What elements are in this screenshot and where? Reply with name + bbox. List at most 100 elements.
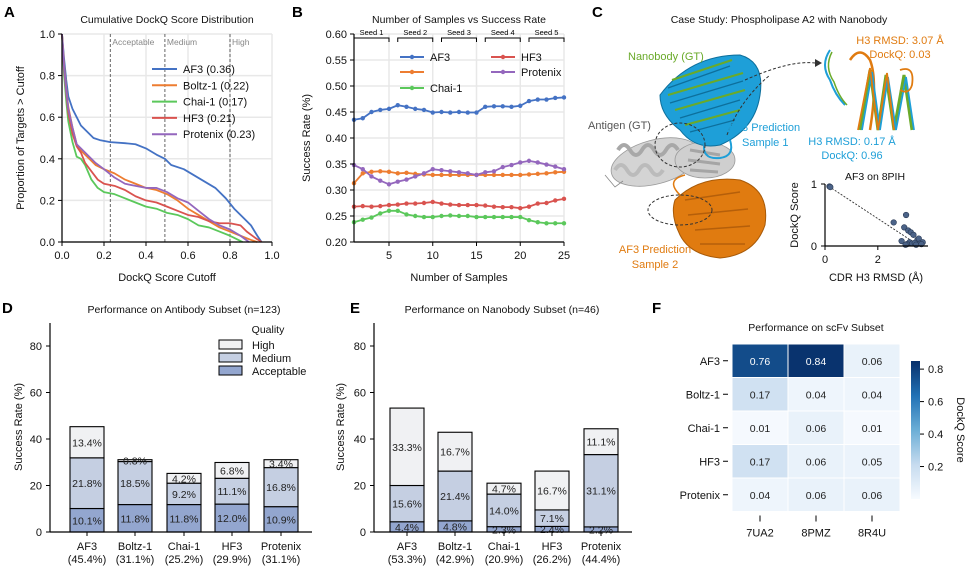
series-point [369, 169, 374, 174]
label-af3-sample1-line2: Sample 1 [742, 137, 788, 149]
y-tick-label: 60 [354, 388, 366, 400]
series-point [395, 179, 400, 184]
panel-b-title: Number of Samples vs Success Rate [372, 14, 546, 26]
series-point [430, 110, 435, 115]
panel-d-title: Performance on Antibody Subset (n=123) [88, 304, 281, 316]
label-nanobody-gt: Nanobody (GT) [628, 51, 704, 63]
panel-d: D Performance on Antibody Subset (n=123)… [2, 300, 312, 566]
y-tick-label: 0.60 [326, 29, 347, 41]
seed-bracket-label: Seed 1 [360, 28, 384, 37]
legend-label: Protenix [521, 67, 562, 79]
bar-segment-medium [69, 457, 105, 510]
bar-segment-acceptable [214, 503, 250, 533]
series-point [483, 203, 488, 208]
series-point [421, 200, 427, 206]
series-point [386, 208, 392, 213]
threshold-label-medium: Medium [167, 37, 197, 47]
series-point [456, 213, 462, 219]
heatmap-cell [787, 377, 845, 412]
bar-value-label: 12.0% [217, 513, 247, 525]
series-point [378, 107, 383, 113]
series-point [448, 202, 453, 207]
legend-swatch [218, 339, 243, 350]
series-point [439, 213, 444, 219]
series-point [526, 172, 532, 177]
colorbar-tick-label: 0.4 [928, 429, 943, 441]
bar-segment-high [389, 407, 425, 487]
bar-value-label: 4.8% [443, 521, 467, 533]
y-tick-label: 1.0 [40, 29, 55, 41]
series-point [439, 201, 444, 206]
label-sample1-dockq: DockQ: 0.96 [821, 150, 882, 162]
x-tick-label: 0.0 [54, 250, 69, 262]
panel-f-title: Performance on scFv Subset [748, 322, 883, 334]
y-tick-label: 0.2 [40, 195, 55, 207]
zoomed-h3-loop-structure [824, 49, 915, 131]
series-line-0 [353, 96, 565, 121]
y-tick-label: 0 [811, 241, 817, 253]
seed-bracket [397, 37, 434, 42]
x-tick-label: 2 [875, 254, 881, 266]
heatmap-cell [731, 410, 789, 445]
series-point [509, 204, 514, 210]
series-point [439, 168, 444, 173]
series-point [421, 171, 427, 176]
bar-value-label: 10.1% [72, 515, 102, 527]
y-tick-label: 0.20 [326, 237, 347, 249]
heatmap-cell [787, 444, 845, 479]
legend-label: AF3 [430, 52, 450, 64]
x-tick-label: Boltz-1 [438, 541, 472, 553]
panel-label-b: B [292, 4, 303, 21]
bar-value-label: 4.7% [492, 484, 516, 496]
colorbar-tick-label: 0.6 [928, 397, 943, 409]
row-label: HF3 [699, 456, 720, 468]
series-point [491, 204, 497, 209]
bar-value-label: 16.7% [440, 447, 470, 459]
bar-segment-high [583, 428, 619, 456]
scatter-point [898, 237, 905, 245]
series-point [395, 208, 400, 213]
bar-value-label: 2.2% [589, 524, 613, 536]
bar-segment-medium [263, 467, 299, 508]
heatmap-cell [787, 477, 845, 512]
y-tick-label: 0.0 [40, 237, 55, 249]
heatmap-cell-label: 0.06 [862, 490, 883, 502]
y-tick-label: 0.8 [40, 71, 55, 83]
legend-title: Quality [252, 324, 285, 336]
x-tick-label: Protenix [581, 541, 622, 553]
bar-value-label: 3.4% [269, 459, 293, 471]
series-point [474, 172, 479, 178]
panel-label-f: F [652, 300, 661, 317]
legend-label: High [252, 340, 275, 352]
legend-label: Medium [252, 353, 291, 365]
series-point [535, 201, 540, 206]
bar-value-label: 7.1% [540, 513, 564, 525]
colorbar-tick-label: 0.8 [928, 364, 943, 376]
bar-value-label: 4.4% [395, 522, 419, 534]
scatter-point [902, 211, 910, 219]
bar-segment-high [166, 472, 202, 484]
label-sample2-rmsd: H3 RMSD: 3.07 Å [856, 34, 944, 47]
bar-segment-medium [117, 461, 153, 506]
y-tick-label: 20 [354, 481, 366, 493]
series-point [360, 116, 365, 121]
y-tick-label: 20 [30, 481, 42, 493]
x-tick-label: AF3 [397, 541, 417, 553]
legend-label: Boltz-1 (0.22) [183, 80, 249, 92]
bar-segment-medium [389, 484, 425, 523]
x-tick-label: Boltz-1 [118, 541, 152, 553]
series-point [509, 162, 514, 168]
y-tick-label: 0 [36, 527, 42, 539]
y-tick-label: 0.30 [326, 185, 347, 197]
label-sample2-dockq: DockQ: 0.03 [869, 49, 930, 61]
bar-value-label: 11.1% [218, 486, 247, 498]
series-point [544, 97, 549, 102]
bar-segment-high [263, 459, 299, 469]
heatmap-cell [843, 477, 901, 512]
y-tick-label: 0.40 [326, 133, 347, 145]
heatmap-cell [731, 377, 789, 412]
dashed-highlight-sample1 [654, 122, 706, 168]
panel-e-y-label: Success Rate (%) [335, 383, 347, 471]
legend-marker [500, 54, 506, 60]
series-point [413, 201, 418, 206]
